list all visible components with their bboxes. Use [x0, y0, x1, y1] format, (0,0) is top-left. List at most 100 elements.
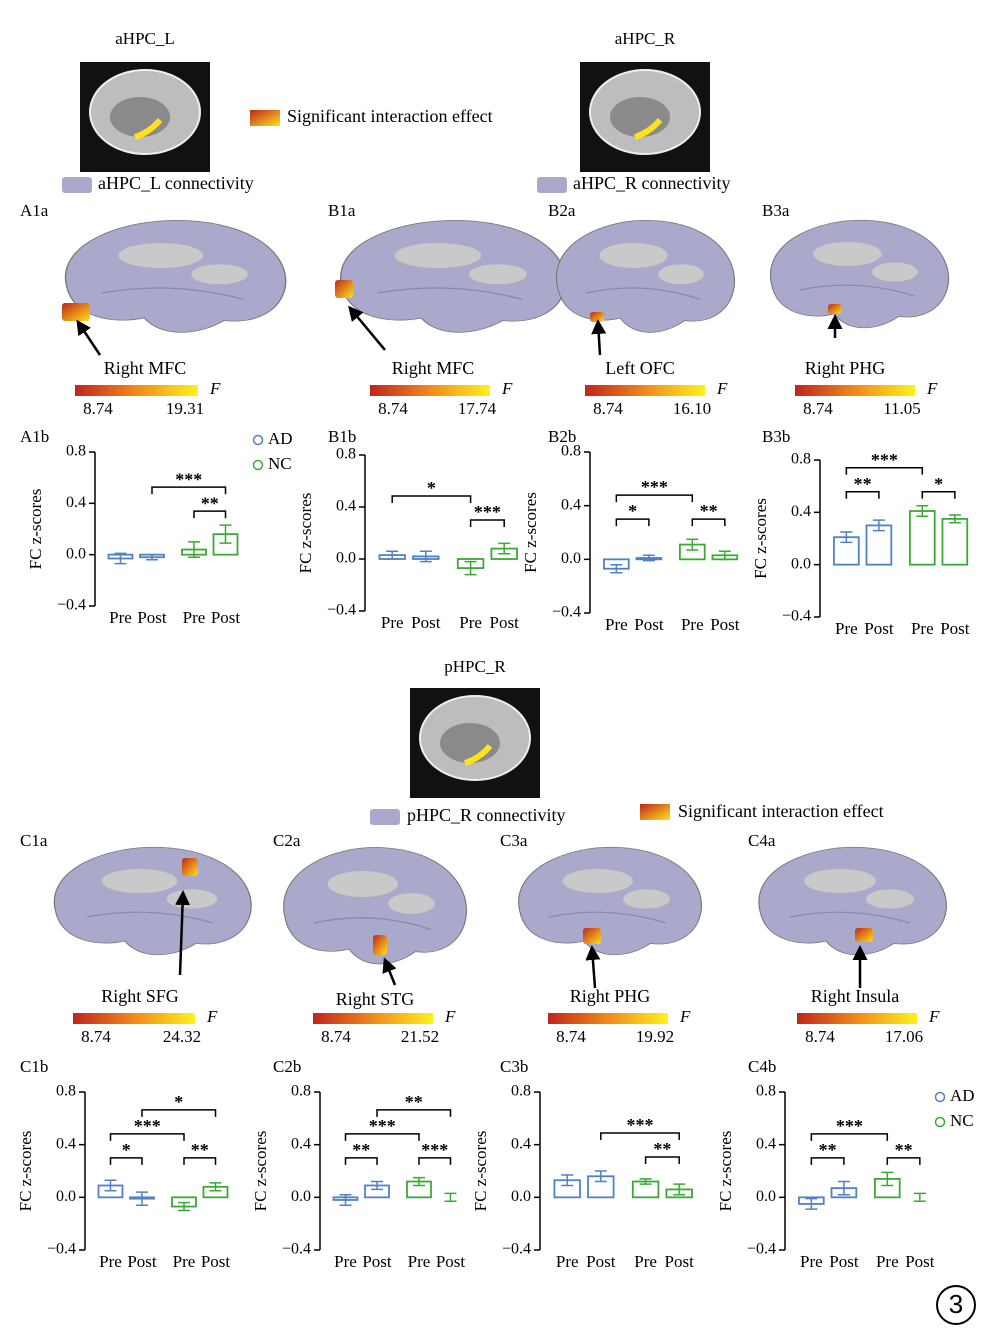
colorbar-label: F: [206, 1007, 218, 1026]
significance-label: **: [653, 1139, 671, 1159]
error-bar: [136, 1191, 148, 1206]
panel-label: B1a: [328, 201, 356, 220]
y-tick-label: 0.0: [791, 555, 811, 572]
y-tick-label: −0.4: [327, 602, 356, 619]
significance-label: ***: [836, 1116, 863, 1136]
brain-gray: [469, 264, 527, 285]
colorbar: [75, 385, 198, 396]
error-bar: [642, 554, 655, 562]
x-tick-label: Post: [436, 1252, 466, 1271]
y-tick-label: −0.4: [47, 1241, 76, 1258]
y-tick-label: 0.8: [756, 1083, 776, 1100]
error-bar: [219, 524, 232, 544]
bar: [941, 517, 969, 566]
legend-label: AD: [950, 1086, 975, 1105]
y-tick-label: −0.4: [552, 604, 581, 621]
panel-label: A1a: [20, 201, 49, 220]
activation-blob: [62, 303, 90, 321]
colorbar-max: 16.10: [673, 399, 711, 418]
seed-roi: [633, 118, 663, 140]
colorbar-min: 8.74: [378, 399, 408, 418]
panel-label: A1b: [20, 427, 49, 446]
brain-gray: [327, 871, 398, 897]
seed-brain-inner: [440, 723, 500, 763]
x-tick-label: Pre: [835, 619, 858, 638]
y-axis-label: FC z-scores: [16, 1131, 35, 1212]
region-label: Right PHG: [805, 358, 886, 378]
y-tick-label: 0.4: [66, 494, 86, 511]
error-bar: [209, 1182, 222, 1192]
significance-bracket: [691, 518, 726, 527]
activation-blob: [590, 312, 604, 322]
error-bar: [114, 552, 127, 565]
y-tick-label: −0.4: [782, 608, 811, 625]
colorbar: [797, 1013, 917, 1024]
x-tick-label: Pre: [911, 619, 934, 638]
brain-surface: [283, 847, 467, 965]
legend-marker: [934, 1116, 946, 1128]
panel-label: B2b: [548, 427, 576, 446]
colorbar-min: 8.74: [803, 399, 833, 418]
panel-label: C4b: [748, 1057, 776, 1076]
significance-bracket: [151, 486, 227, 495]
brain-gray: [866, 889, 914, 909]
legend-marker: [252, 434, 264, 446]
significance-bracket: [391, 495, 472, 503]
colorbar-label: F: [679, 1007, 691, 1026]
legend-text: aHPC_L connectivity: [98, 173, 254, 193]
x-tick-label: Pre: [99, 1252, 122, 1271]
panel-label: C1b: [20, 1057, 48, 1076]
error-bar: [872, 519, 885, 532]
x-tick-label: Post: [490, 613, 520, 632]
error-bar: [610, 563, 623, 574]
significance-bracket: [845, 467, 924, 475]
colorbar: [585, 385, 705, 396]
brain-gray: [658, 264, 704, 285]
arrow: [175, 890, 191, 976]
legend-marker: [252, 459, 264, 471]
x-tick-label: Post: [586, 1252, 616, 1271]
error-bar: [718, 550, 731, 561]
brain-gray: [813, 242, 882, 266]
colorbar-label: F: [926, 379, 938, 398]
colorbar-max: 17.06: [885, 1027, 923, 1046]
brain-sulcus: [313, 917, 432, 931]
error-bar: [837, 1180, 850, 1196]
x-tick-label: Post: [634, 615, 664, 634]
x-tick-label: Pre: [109, 608, 132, 627]
y-tick-label: −0.4: [502, 1241, 531, 1258]
arrow: [382, 957, 397, 986]
significance-label: **: [700, 501, 718, 521]
brain-gray: [623, 889, 670, 909]
error-bar: [913, 1192, 926, 1203]
y-tick-label: 0.0: [291, 1188, 311, 1205]
x-tick-label: Post: [411, 613, 441, 632]
panel-label: C4a: [748, 831, 776, 850]
error-bar: [805, 1197, 818, 1210]
brain-sulcus: [548, 911, 667, 924]
brain-sulcus: [585, 287, 701, 300]
brain-sulcus: [799, 284, 915, 297]
significance-bracket: [810, 1133, 889, 1141]
error-bar: [673, 1183, 686, 1196]
error-bar: [464, 560, 477, 576]
brain-gray: [191, 264, 248, 285]
error-bar: [594, 1170, 607, 1183]
brain-gray: [872, 262, 918, 282]
panel-label: C3b: [500, 1057, 528, 1076]
brain-sulcus: [86, 911, 214, 924]
seed-title: aHPC_L: [115, 29, 175, 48]
colorbar-min: 8.74: [805, 1027, 835, 1046]
x-tick-label: Post: [211, 608, 241, 627]
brain-surface: [339, 220, 567, 333]
brain: [555, 220, 736, 333]
y-axis-label: FC z-scores: [251, 1131, 270, 1212]
y-axis-label: FC z-scores: [751, 498, 770, 579]
brain-sulcus: [101, 287, 244, 300]
y-tick-label: 0.8: [561, 443, 581, 460]
x-tick-label: Pre: [334, 1252, 357, 1271]
significance-bracket: [921, 491, 956, 499]
brain-surface: [758, 846, 947, 956]
significance-label: *: [934, 474, 943, 494]
